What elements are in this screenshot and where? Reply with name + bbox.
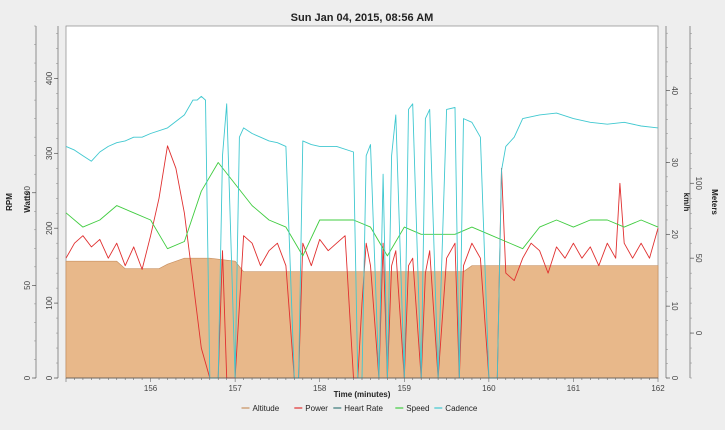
x-tick-label: 159 (398, 384, 412, 393)
tick-label-watts: 200 (45, 221, 54, 235)
tick-label-watts: 300 (45, 146, 54, 160)
legend: Altitude Power Heart Rate Speed Cadence (241, 404, 478, 413)
tick-label-meters: 50 (694, 254, 703, 263)
x-tick-label: 161 (567, 384, 581, 393)
x-tick-label: 158 (313, 384, 327, 393)
axis-label-km-h: km/h (682, 193, 691, 212)
legend-label-speed: Speed (406, 404, 429, 413)
series-layer (65, 95, 659, 379)
x-tick-label: 160 (482, 384, 496, 393)
legend-label-cadence: Cadence (445, 404, 478, 413)
legend-label-heart-rate: Heart Rate (344, 404, 383, 413)
series-power (65, 145, 659, 379)
tick-label-rpm: 50 (23, 280, 32, 289)
tick-label-meters: 100 (694, 177, 703, 191)
x-tick-label: 157 (228, 384, 242, 393)
axes-layer: 0 50 100 RPM 0 100 200 300 400 Watts 0 10 20 30 40 km/h… (5, 25, 719, 393)
tick-label-rpm: 0 (23, 375, 32, 380)
tick-label-meters: 0 (694, 331, 703, 336)
tick-label-km-h: 10 (670, 302, 679, 311)
axis-label-rpm: RPM (5, 193, 14, 211)
x-tick-label: 156 (144, 384, 158, 393)
axis-label-meters: Meters (710, 189, 719, 215)
legend-label-altitude: Altitude (253, 404, 280, 413)
tick-label-km-h: 30 (670, 158, 679, 167)
x-tick-label: 162 (651, 384, 665, 393)
x-axis-label: Time (minutes) (334, 390, 391, 399)
tick-label-watts: 0 (45, 375, 54, 380)
axis-label-watts: Watts (23, 191, 32, 213)
series-cadence (65, 95, 659, 379)
tick-label-watts: 100 (45, 296, 54, 310)
tick-label-watts: 400 (45, 71, 54, 85)
tick-label-km-h: 40 (670, 86, 679, 95)
tick-label-km-h: 20 (670, 230, 679, 239)
series-speed (65, 162, 659, 257)
legend-label-power: Power (305, 404, 328, 413)
chart-title: Sun Jan 04, 2015, 08:56 AM (291, 12, 434, 24)
tick-label-rpm: 100 (23, 186, 32, 200)
tick-label-km-h: 0 (670, 376, 679, 381)
series-altitude (65, 257, 659, 379)
